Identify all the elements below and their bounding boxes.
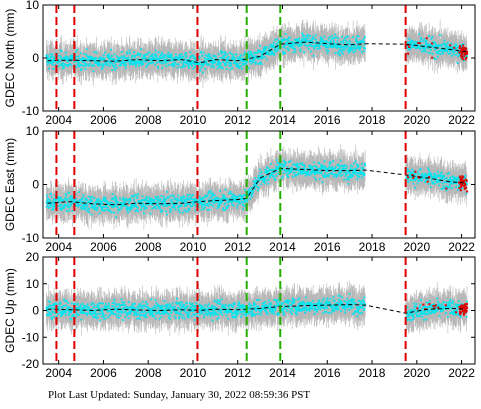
outlier-points	[416, 303, 469, 316]
panel-1: -10 0 10 2004 2006 2008 2010 2012 2014 2016 2018 20…	[3, 0, 476, 127]
y-tick-label: 10	[26, 124, 40, 138]
trend-line	[47, 304, 467, 314]
x-tick-label: 2004	[45, 366, 72, 380]
outlier-points	[407, 37, 469, 61]
x-tick-label: 2006	[90, 240, 117, 254]
x-tick-label: 2020	[403, 113, 430, 127]
x-tick-label: 2008	[135, 113, 162, 127]
x-tick-label: 2014	[269, 240, 296, 254]
x-tick-label: 2004	[45, 240, 72, 254]
x-tick-label: 2020	[403, 366, 430, 380]
data-points	[45, 293, 468, 322]
x-tick-label: 2018	[359, 240, 386, 254]
y-tick-label: 10	[26, 277, 40, 291]
data-points	[45, 159, 468, 219]
y-tick-label: 20	[26, 250, 40, 264]
data-points	[45, 32, 468, 74]
y-tick-label: 0	[32, 178, 39, 192]
x-tick-label: 2012	[224, 113, 251, 127]
x-tick-label: 2014	[269, 113, 296, 127]
x-tick-label: 2006	[90, 113, 117, 127]
y-axis-label: GDEC North (mm)	[3, 9, 17, 108]
y-axis-label: GDEC Up (mm)	[3, 268, 17, 353]
plot-area	[45, 5, 469, 111]
y-tick-label: 10	[26, 0, 40, 12]
x-tick-label: 2018	[359, 366, 386, 380]
y-tick-label: -10	[22, 104, 40, 118]
error-bars	[46, 144, 468, 230]
x-tick-label: 2018	[359, 113, 386, 127]
y-tick-label: -10	[22, 231, 40, 245]
x-tick-label: 2006	[90, 366, 117, 380]
x-tick-label: 2010	[180, 366, 207, 380]
x-tick-label: 2004	[45, 113, 72, 127]
x-tick-label: 2014	[269, 366, 296, 380]
x-tick-label: 2012	[224, 240, 251, 254]
y-tick-label: -20	[22, 357, 40, 371]
x-tick-label: 2022	[448, 113, 475, 127]
plot-area	[45, 257, 469, 364]
y-axis-label: GDEC East (mm)	[3, 138, 17, 231]
panel-2: -10 0 10 2004 2006 2008 2010 2012 2014 2016 2018 20…	[3, 124, 476, 254]
panel-3: -20 -10 0 10 20 2004 2006 2008 2010 2012 2014 2016 2…	[3, 250, 476, 380]
x-tick-label: 2020	[403, 240, 430, 254]
x-tick-label: 2010	[180, 240, 207, 254]
x-tick-label: 2016	[314, 366, 341, 380]
last-updated-footer: Plot Last Updated: Sunday, January 30, 2…	[48, 389, 310, 401]
plot-area	[45, 131, 469, 238]
x-tick-label: 2022	[448, 366, 475, 380]
x-tick-label: 2016	[314, 240, 341, 254]
x-tick-label: 2008	[135, 366, 162, 380]
y-tick-label: 0	[32, 304, 39, 318]
x-tick-label: 2016	[314, 113, 341, 127]
x-tick-label: 2010	[180, 113, 207, 127]
y-tick-label: -10	[22, 330, 40, 344]
x-tick-label: 2022	[448, 240, 475, 254]
x-tick-label: 2008	[135, 240, 162, 254]
x-tick-label: 2012	[224, 366, 251, 380]
y-tick-label: 0	[32, 51, 39, 65]
trend-line	[47, 41, 467, 64]
